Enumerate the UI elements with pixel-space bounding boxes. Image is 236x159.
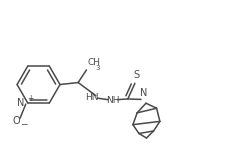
Text: +: +	[27, 94, 33, 103]
Text: N: N	[17, 98, 25, 108]
Text: −: −	[20, 119, 27, 128]
Text: HN: HN	[85, 93, 99, 102]
Text: S: S	[133, 70, 139, 80]
Text: NH: NH	[106, 96, 119, 105]
Text: 3: 3	[96, 65, 100, 71]
Text: O: O	[13, 116, 20, 126]
Text: N: N	[140, 88, 147, 98]
Text: CH: CH	[88, 58, 101, 67]
